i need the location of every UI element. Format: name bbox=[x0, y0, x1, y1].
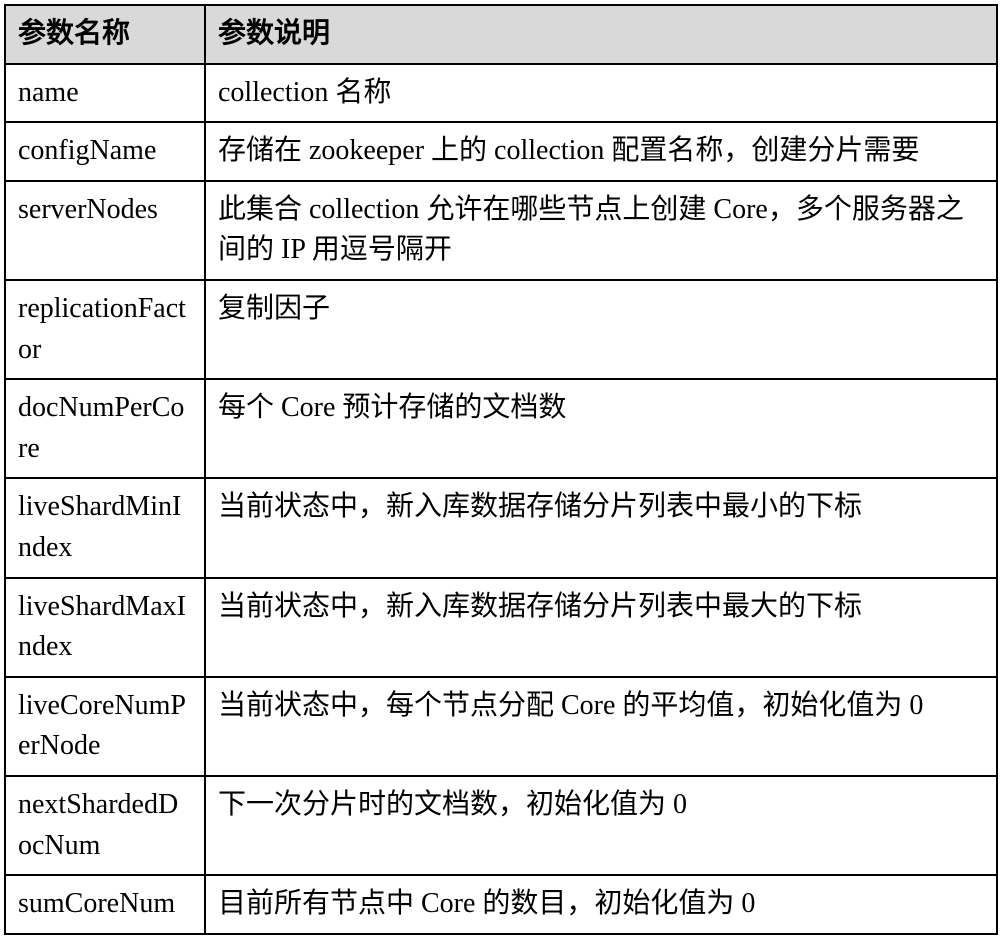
param-desc-cell: 当前状态中，新入库数据存储分片列表中最小的下标 bbox=[205, 478, 997, 577]
table-row: liveCoreNumPerNode 当前状态中，每个节点分配 Core 的平均… bbox=[5, 677, 997, 776]
table-row: sumCoreNum 目前所有节点中 Core 的数目，初始化值为 0 bbox=[5, 875, 997, 934]
param-desc-cell: 下一次分片时的文档数，初始化值为 0 bbox=[205, 776, 997, 875]
header-param-name: 参数名称 bbox=[5, 5, 205, 64]
table-header-row: 参数名称 参数说明 bbox=[5, 5, 997, 64]
param-name-cell: replicationFactor bbox=[5, 280, 205, 379]
table-row: nextShardedDocNum 下一次分片时的文档数，初始化值为 0 bbox=[5, 776, 997, 875]
param-desc-cell: 当前状态中，每个节点分配 Core 的平均值，初始化值为 0 bbox=[205, 677, 997, 776]
param-name-cell: name bbox=[5, 64, 205, 123]
table-row: configName 存储在 zookeeper 上的 collection 配… bbox=[5, 122, 997, 181]
param-name-cell: sumCoreNum bbox=[5, 875, 205, 934]
param-name-cell: liveShardMaxIndex bbox=[5, 578, 205, 677]
parameter-table: 参数名称 参数说明 name collection 名称 configName … bbox=[4, 4, 998, 935]
param-name-cell: liveCoreNumPerNode bbox=[5, 677, 205, 776]
param-desc-cell: 目前所有节点中 Core 的数目，初始化值为 0 bbox=[205, 875, 997, 934]
param-name-cell: liveShardMinIndex bbox=[5, 478, 205, 577]
table-row: replicationFactor 复制因子 bbox=[5, 280, 997, 379]
table-row: liveShardMaxIndex 当前状态中，新入库数据存储分片列表中最大的下… bbox=[5, 578, 997, 677]
table-row: docNumPerCore 每个 Core 预计存储的文档数 bbox=[5, 379, 997, 478]
header-param-desc: 参数说明 bbox=[205, 5, 997, 64]
table-row: serverNodes 此集合 collection 允许在哪些节点上创建 Co… bbox=[5, 181, 997, 280]
param-name-cell: nextShardedDocNum bbox=[5, 776, 205, 875]
table-row: name collection 名称 bbox=[5, 64, 997, 123]
param-desc-cell: 每个 Core 预计存储的文档数 bbox=[205, 379, 997, 478]
param-name-cell: configName bbox=[5, 122, 205, 181]
param-name-cell: serverNodes bbox=[5, 181, 205, 280]
param-desc-cell: 复制因子 bbox=[205, 280, 997, 379]
param-desc-cell: 当前状态中，新入库数据存储分片列表中最大的下标 bbox=[205, 578, 997, 677]
table-row: liveShardMinIndex 当前状态中，新入库数据存储分片列表中最小的下… bbox=[5, 478, 997, 577]
param-desc-cell: 存储在 zookeeper 上的 collection 配置名称，创建分片需要 bbox=[205, 122, 997, 181]
param-desc-cell: 此集合 collection 允许在哪些节点上创建 Core，多个服务器之间的 … bbox=[205, 181, 997, 280]
param-desc-cell: collection 名称 bbox=[205, 64, 997, 123]
param-name-cell: docNumPerCore bbox=[5, 379, 205, 478]
